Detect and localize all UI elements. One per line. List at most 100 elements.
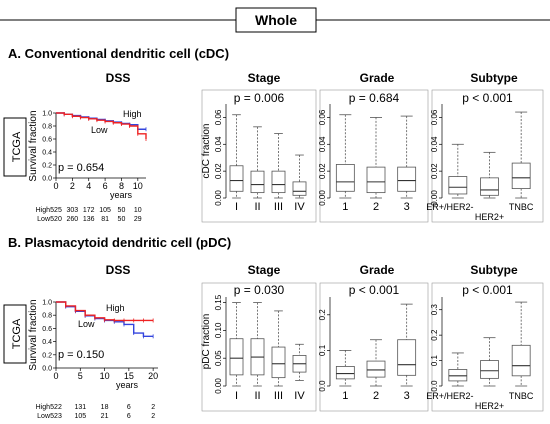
plots-layer: Survival fraction 0.00.20.40.60.81.00 2 4 6 8… xyxy=(28,89,544,420)
box-y-tick-label: 0.02 xyxy=(318,163,327,179)
km-y-tick-label: 0.4 xyxy=(42,150,52,157)
risk-count: 2 xyxy=(151,404,155,411)
box-category-label: TNBC xyxy=(509,202,534,212)
risk-group-label: Low xyxy=(37,216,51,223)
risk-count: 2 xyxy=(151,413,155,420)
km-y-tick-label: 1.0 xyxy=(42,300,52,307)
box-iqr xyxy=(511,344,531,377)
box-y-tick-label: 0.04 xyxy=(214,136,223,152)
box-iqr xyxy=(229,338,244,376)
subtype-title-b: Subtype xyxy=(470,263,518,277)
box-y-tick-label: 0.02 xyxy=(214,163,223,179)
risk-count: 105 xyxy=(74,413,86,420)
km-y-label: Survival fraction xyxy=(28,299,39,370)
stage-title-a: Stage xyxy=(248,71,281,85)
box-iqr xyxy=(229,165,244,192)
cohort-label-b: TCGA xyxy=(3,304,27,364)
grade-title-b: Grade xyxy=(360,263,395,277)
km-y-tick-label: 0.6 xyxy=(42,137,52,144)
cohort-label-a: TCGA xyxy=(3,117,27,177)
km-legend-high: High xyxy=(123,109,142,119)
box-y-tick-label: 0.06 xyxy=(214,109,223,125)
section-title-a: A. Conventional dendritic cell (cDC) xyxy=(8,46,229,61)
box-y-tick-label: 0.00 xyxy=(318,190,327,206)
risk-count: 21 xyxy=(101,413,109,420)
km-y-tick-label: 0.8 xyxy=(42,124,52,131)
risk-count: 81 xyxy=(101,216,109,223)
risk-count: 520 xyxy=(50,216,62,223)
km-x-tick-label: 4 xyxy=(86,181,91,191)
box-category-label: I xyxy=(235,201,238,213)
box-iqr xyxy=(335,366,355,380)
km-x-tick-label: 10 xyxy=(100,371,110,381)
km-x-tick-label: 2 xyxy=(70,181,75,191)
box-iqr xyxy=(366,166,386,194)
box-y-tick-label: 0.0 xyxy=(430,380,439,392)
risk-group-label: Low xyxy=(37,413,51,420)
box-category-label: 3 xyxy=(404,390,410,402)
risk-count: 10 xyxy=(134,207,142,214)
box-panel-frame xyxy=(201,89,317,223)
box-iqr xyxy=(480,360,499,379)
km-x-tick-label: 0 xyxy=(53,181,58,191)
km-y-tick-label: 1.0 xyxy=(42,111,52,118)
box-y-tick-label: 0.05 xyxy=(214,350,223,366)
box-panel-frame xyxy=(201,282,317,412)
box-category-label: IV xyxy=(294,201,305,213)
risk-count: 6 xyxy=(127,404,131,411)
dss-title-b: DSS xyxy=(106,263,131,277)
box-category-label: 3 xyxy=(404,201,410,213)
box-p-value: p < 0.001 xyxy=(462,91,513,105)
dss-title-a: DSS xyxy=(106,71,131,85)
box-y-tick-label: 0.04 xyxy=(430,136,439,152)
box-panel-frame xyxy=(319,89,429,223)
box-iqr xyxy=(271,346,286,379)
box-category-label: 1 xyxy=(342,390,348,402)
box-p-value: p < 0.001 xyxy=(462,283,513,297)
box-category-label: II xyxy=(254,201,260,213)
box-y-tick-label: 0.10 xyxy=(214,322,223,338)
box-y-tick-label: 0.04 xyxy=(318,136,327,152)
box-iqr xyxy=(448,369,468,382)
box-y-tick-label: 0.06 xyxy=(430,109,439,125)
km-y-tick-label: 0.0 xyxy=(42,176,52,183)
km-y-tick-label: 0.0 xyxy=(42,366,52,373)
box-y-tick-label: 0.2 xyxy=(318,309,327,321)
box-category-label: ER+/HER2- xyxy=(426,202,473,212)
risk-count: 525 xyxy=(50,207,62,214)
risk-count: 6 xyxy=(127,413,131,420)
km-legend-high: High xyxy=(106,303,125,313)
km-p-value: p = 0.150 xyxy=(58,349,104,361)
risk-count: 303 xyxy=(67,207,79,214)
km-y-label: Survival fraction xyxy=(28,110,39,181)
box-y-tick-label: 0.00 xyxy=(214,378,223,394)
box-iqr xyxy=(366,360,386,378)
risk-count: 172 xyxy=(83,207,95,214)
km-x-tick-label: 20 xyxy=(148,371,158,381)
box-iqr xyxy=(335,164,355,192)
grade-title-a: Grade xyxy=(360,71,395,85)
box-y-tick-label: 0.1 xyxy=(430,354,439,366)
box-iqr xyxy=(397,166,417,192)
box-y-tick-label: 0.3 xyxy=(430,304,439,316)
km-legend-low: Low xyxy=(91,125,108,135)
km-y-tick-label: 0.2 xyxy=(42,163,52,170)
box-y-label: pDC fraction xyxy=(201,314,212,370)
section-title-b: B. Plasmacytoid dendritic cell (pDC) xyxy=(8,235,231,250)
risk-count: 136 xyxy=(83,216,95,223)
svg-text:TCGA: TCGA xyxy=(11,318,23,349)
box-iqr xyxy=(480,177,499,196)
km-x-tick-label: 5 xyxy=(78,371,83,381)
box-p-value: p < 0.001 xyxy=(349,283,400,297)
svg-text:TCGA: TCGA xyxy=(11,131,23,162)
box-category-label: 2 xyxy=(373,201,379,213)
box-p-value: p = 0.030 xyxy=(234,283,285,297)
km-p-value: p = 0.654 xyxy=(58,162,104,174)
box-y-label: cDC fraction xyxy=(201,123,212,178)
box-iqr xyxy=(397,339,417,376)
box-category-label: ER+/HER2- xyxy=(426,391,473,401)
box-y-tick-label: 0.15 xyxy=(214,294,223,310)
box-y-tick-label: 0.00 xyxy=(214,190,223,206)
box-category-label: 1 xyxy=(342,201,348,213)
